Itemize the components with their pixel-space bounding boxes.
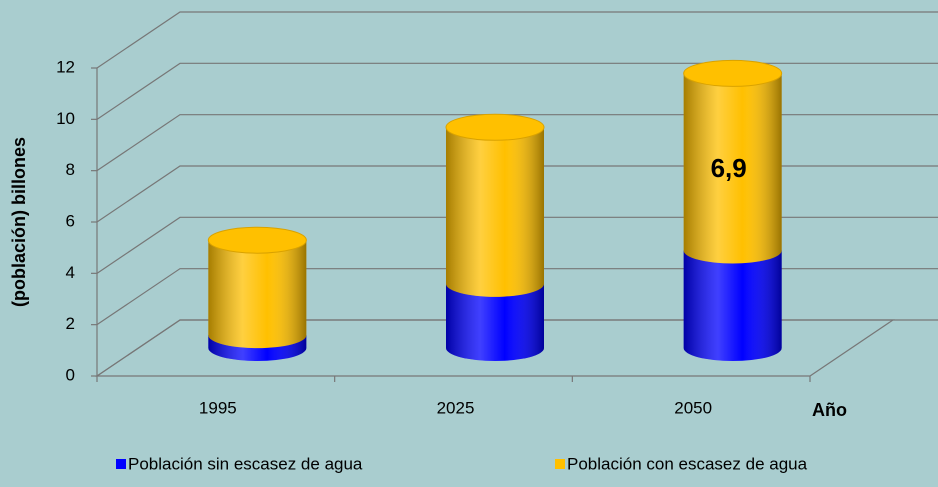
data-label: 6,9: [711, 153, 747, 183]
bar-top: [445, 113, 545, 141]
bar-shade: [683, 73, 782, 264]
x-tick-label: 2050: [674, 398, 712, 417]
x-axis-title: Año: [812, 400, 847, 420]
grid-line: [96, 11, 938, 69]
y-tick-label: 12: [56, 57, 75, 76]
grid-line: [96, 62, 938, 120]
y-tick-label: 10: [56, 109, 75, 128]
legend-label: Población con escasez de agua: [567, 454, 808, 473]
x-tick-label: 1995: [199, 398, 237, 417]
y-tick-label: 6: [66, 211, 75, 230]
y-tick-label: 2: [66, 314, 75, 333]
bar-shade: [446, 283, 544, 361]
y-tick-label: 4: [66, 263, 75, 282]
legend-label: Población sin escasez de agua: [128, 454, 363, 473]
y-tick-label: 8: [66, 160, 75, 179]
bar-top: [683, 59, 783, 87]
y-tick-label: 0: [66, 365, 75, 384]
legend-swatch: [116, 459, 126, 469]
bar-top: [207, 226, 307, 254]
legend-swatch: [555, 459, 565, 469]
y-axis-title: (población) billones: [9, 137, 29, 307]
bar-shade: [683, 250, 782, 361]
bar-shade: [208, 240, 307, 349]
bar-shade: [445, 127, 544, 297]
x-tick-label: 2025: [437, 398, 475, 417]
